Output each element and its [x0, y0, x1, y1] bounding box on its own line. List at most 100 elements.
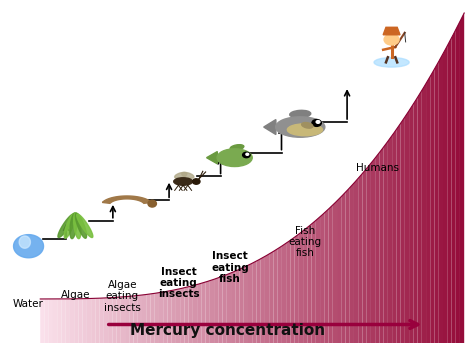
Polygon shape — [82, 299, 87, 343]
Polygon shape — [219, 276, 223, 343]
Polygon shape — [129, 296, 134, 343]
Polygon shape — [104, 298, 108, 343]
Polygon shape — [223, 275, 227, 343]
Polygon shape — [383, 27, 400, 35]
Polygon shape — [264, 120, 276, 135]
Polygon shape — [375, 153, 379, 343]
Polygon shape — [430, 69, 435, 343]
Polygon shape — [354, 178, 358, 343]
Polygon shape — [269, 252, 273, 343]
Polygon shape — [100, 298, 104, 343]
Ellipse shape — [230, 145, 244, 150]
Polygon shape — [163, 291, 167, 343]
Polygon shape — [303, 227, 307, 343]
Ellipse shape — [301, 122, 313, 128]
Polygon shape — [392, 129, 396, 343]
Polygon shape — [142, 294, 146, 343]
Polygon shape — [117, 297, 121, 343]
Text: Humans: Humans — [356, 163, 399, 173]
Text: Algae
eating
insects: Algae eating insects — [104, 280, 141, 313]
Polygon shape — [363, 169, 367, 343]
Polygon shape — [210, 279, 214, 343]
Polygon shape — [159, 292, 163, 343]
Polygon shape — [383, 141, 388, 343]
Polygon shape — [108, 298, 112, 343]
Polygon shape — [324, 209, 328, 343]
Text: Mercury concentration: Mercury concentration — [130, 323, 325, 338]
Ellipse shape — [148, 200, 156, 207]
Polygon shape — [134, 295, 138, 343]
Polygon shape — [333, 201, 337, 343]
Polygon shape — [231, 271, 235, 343]
Polygon shape — [206, 281, 210, 343]
Polygon shape — [299, 231, 303, 343]
Polygon shape — [273, 249, 278, 343]
Polygon shape — [278, 246, 282, 343]
Polygon shape — [125, 296, 129, 343]
Polygon shape — [456, 21, 460, 343]
Polygon shape — [451, 30, 456, 343]
Polygon shape — [252, 261, 256, 343]
Polygon shape — [418, 91, 422, 343]
Ellipse shape — [374, 57, 409, 67]
Polygon shape — [358, 173, 363, 343]
Polygon shape — [121, 297, 125, 343]
Polygon shape — [150, 293, 155, 343]
Polygon shape — [172, 290, 176, 343]
Polygon shape — [439, 54, 443, 343]
Polygon shape — [40, 299, 45, 343]
Polygon shape — [214, 278, 219, 343]
Polygon shape — [64, 213, 75, 238]
Polygon shape — [409, 104, 413, 343]
Text: Insect
eating
fish: Insect eating fish — [211, 251, 249, 284]
Polygon shape — [311, 220, 316, 343]
Polygon shape — [320, 213, 324, 343]
Ellipse shape — [182, 172, 194, 178]
Polygon shape — [57, 299, 62, 343]
Polygon shape — [180, 288, 184, 343]
Polygon shape — [413, 97, 418, 343]
Polygon shape — [53, 299, 57, 343]
Polygon shape — [248, 263, 252, 343]
Text: Insect
eating
insects: Insect eating insects — [158, 267, 199, 299]
Text: Water: Water — [13, 299, 44, 309]
Circle shape — [316, 120, 320, 123]
Polygon shape — [346, 188, 350, 343]
Polygon shape — [77, 214, 93, 237]
Polygon shape — [295, 234, 299, 343]
Polygon shape — [155, 293, 159, 343]
Polygon shape — [207, 152, 217, 164]
Polygon shape — [45, 299, 49, 343]
Polygon shape — [70, 213, 77, 239]
Text: Fish
eating
fish: Fish eating fish — [288, 226, 321, 258]
Polygon shape — [291, 237, 295, 343]
Polygon shape — [138, 295, 142, 343]
Polygon shape — [62, 299, 66, 343]
Polygon shape — [443, 46, 447, 343]
Ellipse shape — [217, 149, 252, 166]
Polygon shape — [66, 299, 70, 343]
Polygon shape — [447, 38, 451, 343]
Polygon shape — [367, 163, 371, 343]
Polygon shape — [265, 254, 269, 343]
Polygon shape — [74, 299, 78, 343]
Polygon shape — [460, 13, 464, 343]
Polygon shape — [379, 147, 383, 343]
Polygon shape — [95, 298, 100, 343]
Polygon shape — [102, 196, 151, 203]
Polygon shape — [49, 299, 53, 343]
Polygon shape — [261, 256, 265, 343]
Polygon shape — [14, 235, 44, 258]
Polygon shape — [112, 297, 117, 343]
Polygon shape — [193, 284, 197, 343]
Polygon shape — [350, 183, 354, 343]
Polygon shape — [316, 217, 320, 343]
Ellipse shape — [276, 117, 325, 137]
Polygon shape — [146, 294, 150, 343]
Circle shape — [246, 153, 249, 155]
Polygon shape — [227, 273, 231, 343]
Polygon shape — [435, 62, 439, 343]
Circle shape — [384, 34, 399, 45]
Polygon shape — [422, 83, 426, 343]
Polygon shape — [286, 240, 291, 343]
